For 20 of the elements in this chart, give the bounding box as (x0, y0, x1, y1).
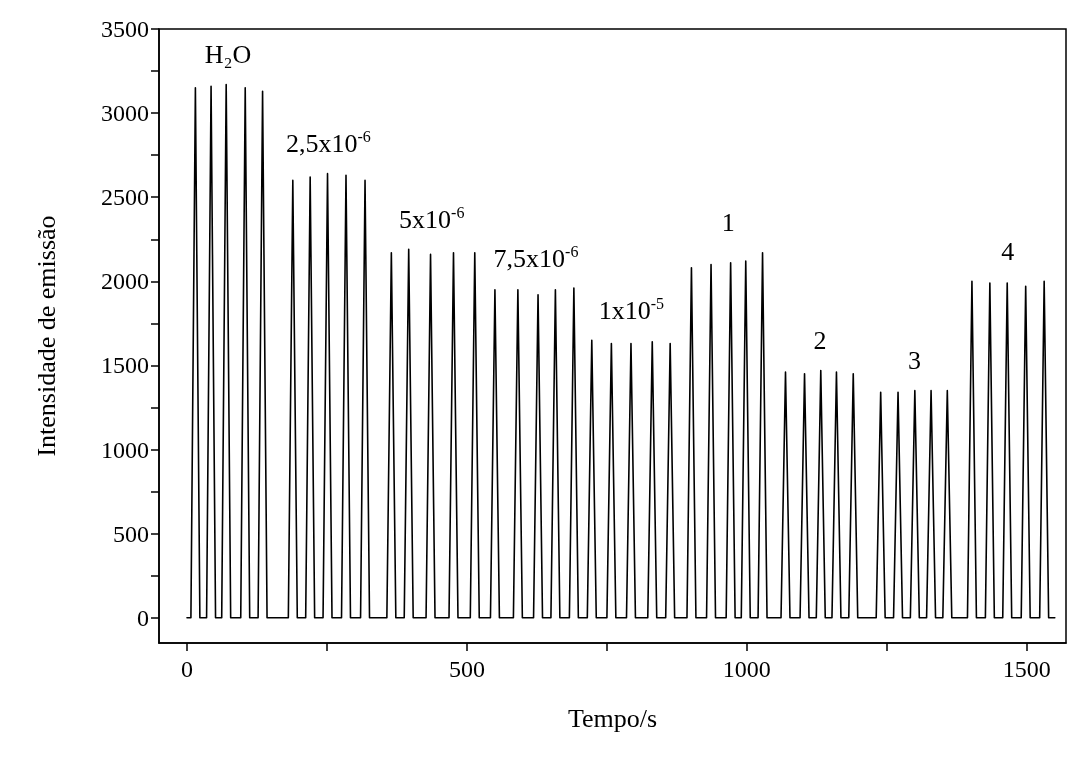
y-tick-label: 2000 (101, 268, 149, 295)
annotation: H₂O (204, 40, 252, 70)
line-series (186, 83, 1056, 619)
x-tick-label: 1000 (722, 656, 771, 682)
x-tick-label: 500 (448, 656, 485, 682)
x-tick-label: 0 (180, 656, 193, 682)
y-axis-title: Intensidade de emissão (31, 215, 61, 457)
x-axis-title: Tempo/s (567, 703, 658, 733)
y-tick-label: 500 (113, 520, 149, 547)
y-tick-label: 1500 (101, 352, 149, 379)
x-tick-label: 1500 (1002, 656, 1051, 682)
annotation: 4 (1001, 236, 1015, 266)
y-tick-label: 3000 (101, 100, 149, 127)
annotation: 3 (907, 346, 921, 376)
annotation: 2 (813, 325, 827, 355)
y-tick-label: 3500 (101, 16, 149, 42)
y-tick-label: 2500 (101, 184, 149, 211)
y-tick-label: 1000 (101, 436, 149, 463)
annotation: 1 (721, 208, 735, 238)
y-tick-label: 0 (137, 604, 149, 631)
